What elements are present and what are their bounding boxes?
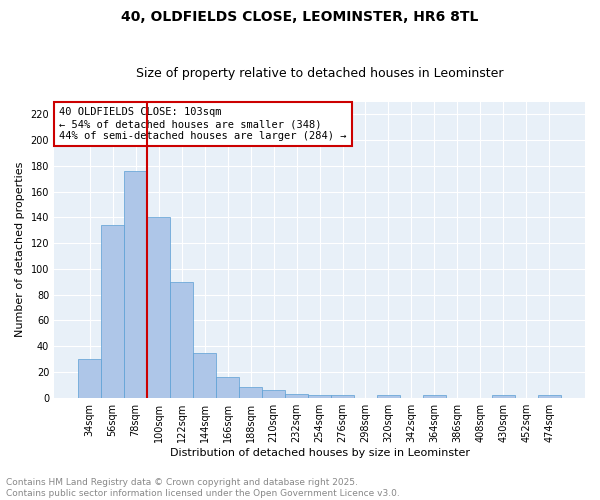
Bar (285, 394, 308, 398)
Bar (193, 352, 216, 398)
Bar (170, 282, 193, 398)
Y-axis label: Number of detached properties: Number of detached properties (15, 162, 25, 338)
Bar (101, 225, 124, 398)
Bar (538, 395, 561, 398)
Bar (423, 395, 446, 398)
Bar (216, 377, 239, 398)
Bar (331, 395, 354, 398)
Bar (492, 395, 515, 398)
Bar (308, 395, 331, 398)
Title: Size of property relative to detached houses in Leominster: Size of property relative to detached ho… (136, 66, 503, 80)
Bar (262, 390, 285, 398)
Text: Contains HM Land Registry data © Crown copyright and database right 2025.
Contai: Contains HM Land Registry data © Crown c… (6, 478, 400, 498)
Text: 40, OLDFIELDS CLOSE, LEOMINSTER, HR6 8TL: 40, OLDFIELDS CLOSE, LEOMINSTER, HR6 8TL (121, 10, 479, 24)
X-axis label: Distribution of detached houses by size in Leominster: Distribution of detached houses by size … (170, 448, 470, 458)
Bar (78, 359, 101, 398)
Bar (124, 171, 147, 398)
Bar (147, 218, 170, 398)
Bar (377, 395, 400, 398)
Bar (239, 388, 262, 398)
Text: 40 OLDFIELDS CLOSE: 103sqm
← 54% of detached houses are smaller (348)
44% of sem: 40 OLDFIELDS CLOSE: 103sqm ← 54% of deta… (59, 108, 347, 140)
